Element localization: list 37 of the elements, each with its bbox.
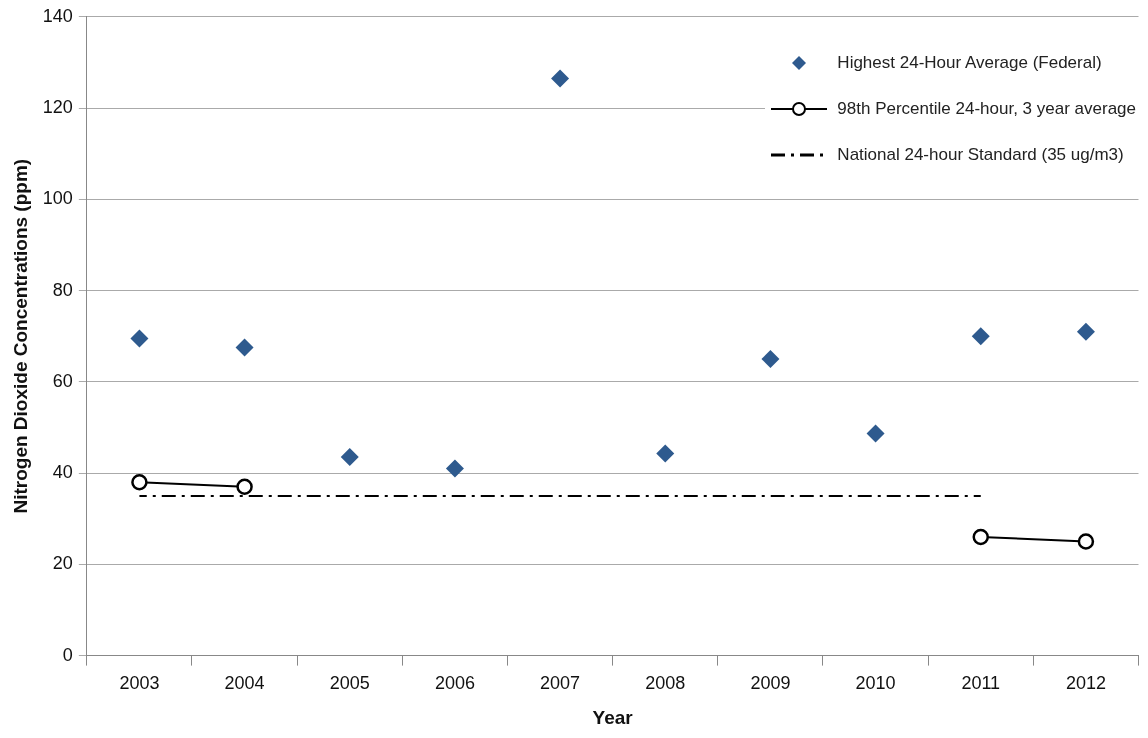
y-tick-label: 120: [42, 97, 73, 118]
point: [1076, 322, 1095, 341]
x-tick-label: 2010: [855, 673, 896, 694]
point: [551, 69, 570, 88]
point: [761, 350, 780, 369]
point: [235, 338, 254, 357]
x-tick-label: 2008: [645, 673, 686, 694]
x-tick-label: 2011: [961, 673, 1001, 694]
point: [972, 528, 989, 546]
point: [1077, 533, 1095, 550]
point: [971, 327, 990, 346]
y-tick-label: 60: [52, 370, 73, 391]
y-tick-label: 80: [52, 279, 73, 300]
x-tick-label: 2006: [434, 673, 475, 694]
point: [656, 444, 675, 463]
y-tick-label: 100: [42, 188, 73, 209]
x-axis-title: Year: [592, 706, 634, 728]
x-tick-label: 2009: [750, 673, 791, 694]
x-tick-label: 2003: [119, 673, 160, 694]
point: [445, 459, 464, 478]
y-tick-label: 140: [42, 5, 73, 26]
y-tick-label: 40: [52, 462, 73, 483]
point: [236, 478, 253, 496]
legend-label: Highest 24-Hour Average (Federal): [837, 53, 1102, 73]
point: [130, 329, 149, 348]
y-axis-title: Nitrogen Dioxide Concentrations (ppm): [9, 158, 31, 514]
point: [866, 424, 885, 443]
x-tick-label: 2007: [540, 673, 581, 694]
y-tick-label: 0: [62, 644, 73, 665]
legend-label: 98th Percentile 24-hour, 3 year average: [837, 99, 1136, 119]
point: [131, 473, 148, 491]
x-tick-label: 2005: [329, 673, 370, 694]
x-tick-label: 2012: [1065, 673, 1106, 694]
y-tick-label: 20: [52, 553, 73, 574]
legend-label: National 24-hour Standard (35 ug/m3): [837, 145, 1124, 165]
x-tick-label: 2004: [224, 673, 265, 694]
point: [340, 448, 359, 467]
